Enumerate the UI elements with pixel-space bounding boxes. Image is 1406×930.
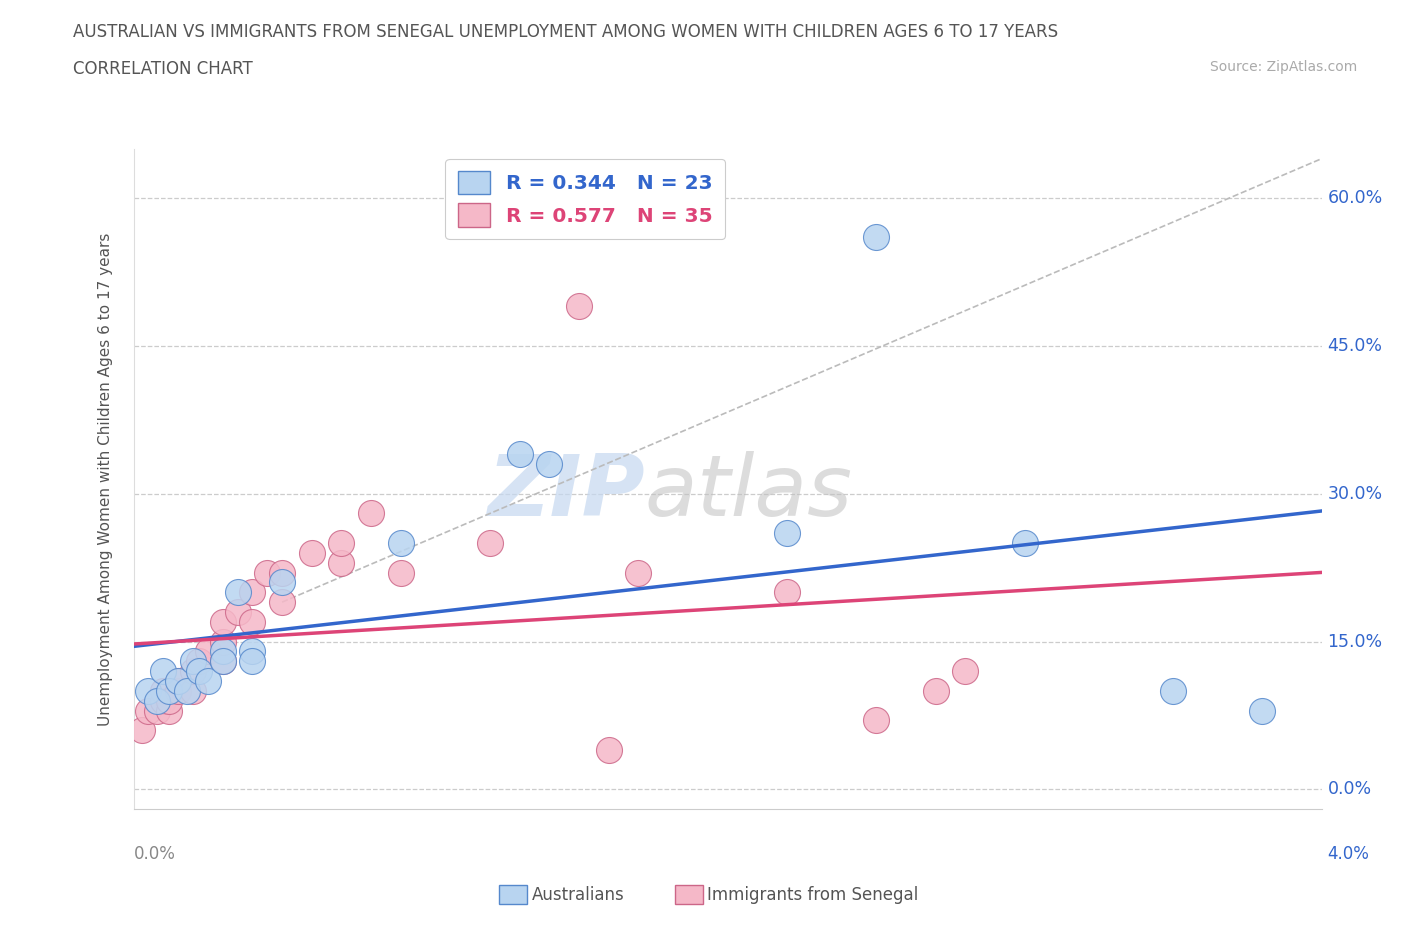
- Point: [1161, 684, 1184, 698]
- Point: [187, 654, 209, 669]
- Text: 30.0%: 30.0%: [1327, 485, 1382, 503]
- Point: [152, 684, 174, 698]
- Point: [152, 693, 174, 708]
- Point: [330, 555, 353, 570]
- Text: Immigrants from Senegal: Immigrants from Senegal: [707, 885, 918, 904]
- Point: [271, 575, 294, 590]
- Point: [242, 644, 264, 658]
- Point: [389, 536, 412, 551]
- Point: [211, 654, 233, 669]
- Point: [181, 664, 204, 679]
- Point: [211, 644, 233, 658]
- Point: [146, 703, 169, 718]
- Point: [538, 457, 561, 472]
- Text: 45.0%: 45.0%: [1327, 337, 1382, 355]
- Point: [197, 644, 219, 658]
- Text: Source: ZipAtlas.com: Source: ZipAtlas.com: [1209, 60, 1357, 74]
- Point: [138, 703, 160, 718]
- Point: [924, 684, 946, 698]
- Point: [157, 684, 180, 698]
- Point: [181, 654, 204, 669]
- Point: [256, 565, 278, 580]
- Point: [187, 664, 209, 679]
- Point: [478, 536, 502, 551]
- Y-axis label: Unemployment Among Women with Children Ages 6 to 17 years: Unemployment Among Women with Children A…: [98, 232, 112, 725]
- Legend: R = 0.344   N = 23, R = 0.577   N = 35: R = 0.344 N = 23, R = 0.577 N = 35: [446, 159, 724, 239]
- Point: [211, 634, 233, 649]
- Point: [627, 565, 650, 580]
- Point: [301, 545, 323, 560]
- Text: atlas: atlas: [644, 451, 852, 534]
- Point: [211, 615, 233, 630]
- Point: [176, 684, 198, 698]
- Point: [131, 723, 153, 737]
- Text: Australians: Australians: [531, 885, 624, 904]
- Point: [242, 654, 264, 669]
- Text: CORRELATION CHART: CORRELATION CHART: [73, 60, 253, 78]
- Point: [211, 654, 233, 669]
- Point: [152, 664, 174, 679]
- Point: [330, 536, 353, 551]
- Point: [1251, 703, 1274, 718]
- Text: ZIP: ZIP: [486, 451, 644, 534]
- Point: [776, 525, 799, 540]
- Point: [389, 565, 412, 580]
- Point: [226, 585, 249, 600]
- Point: [776, 585, 799, 600]
- Point: [226, 604, 249, 619]
- Point: [167, 673, 190, 688]
- Point: [865, 713, 887, 728]
- Text: 0.0%: 0.0%: [1327, 780, 1372, 798]
- Text: AUSTRALIAN VS IMMIGRANTS FROM SENEGAL UNEMPLOYMENT AMONG WOMEN WITH CHILDREN AGE: AUSTRALIAN VS IMMIGRANTS FROM SENEGAL UN…: [73, 23, 1059, 41]
- Point: [146, 693, 169, 708]
- Point: [360, 506, 382, 521]
- Point: [138, 684, 160, 698]
- Point: [271, 565, 294, 580]
- Point: [157, 693, 180, 708]
- Text: 4.0%: 4.0%: [1327, 845, 1369, 863]
- Point: [167, 673, 190, 688]
- Point: [197, 673, 219, 688]
- Point: [242, 615, 264, 630]
- Text: 0.0%: 0.0%: [134, 845, 176, 863]
- Point: [598, 742, 620, 757]
- Text: 60.0%: 60.0%: [1327, 189, 1384, 207]
- Point: [955, 664, 977, 679]
- Point: [242, 585, 264, 600]
- Point: [568, 299, 591, 314]
- Point: [157, 703, 180, 718]
- Point: [509, 447, 531, 462]
- Text: 15.0%: 15.0%: [1327, 632, 1382, 651]
- Point: [865, 230, 887, 245]
- Point: [1014, 536, 1036, 551]
- Point: [167, 684, 190, 698]
- Point: [181, 684, 204, 698]
- Point: [271, 594, 294, 609]
